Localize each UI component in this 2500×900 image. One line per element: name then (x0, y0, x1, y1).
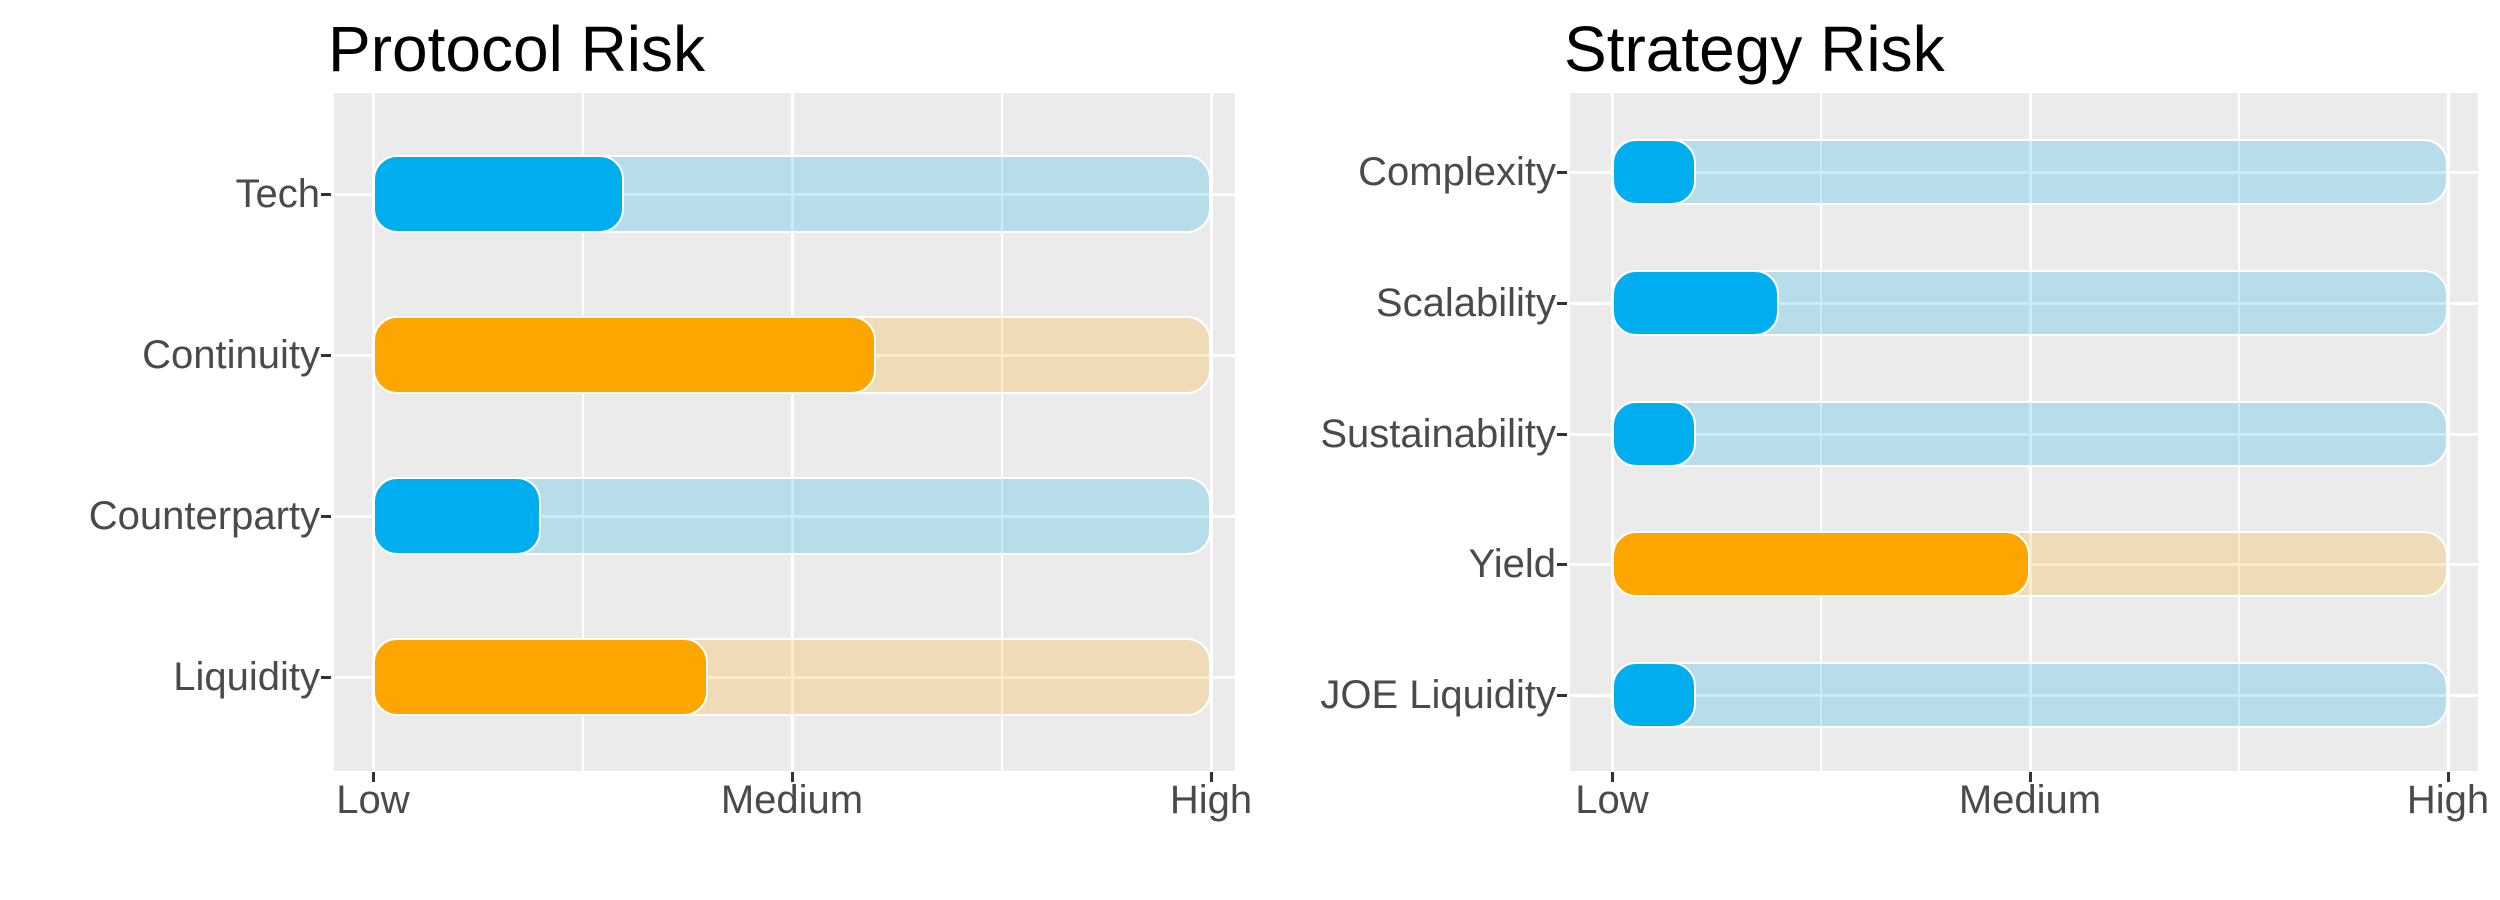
y-tick-mark (1557, 432, 1567, 436)
chart-title-protocol-risk: Protocol Risk (328, 13, 705, 85)
category-label-counterparty: Counterparty (88, 494, 320, 538)
bar-sustainability (1612, 401, 1696, 467)
y-tick-mark (1557, 693, 1567, 697)
y-tick-mark (1557, 301, 1567, 305)
gridline-vertical (371, 93, 375, 771)
gridline-vertical (790, 93, 794, 771)
x-axis-label-medium: Medium (720, 778, 864, 822)
x-axis-label-low: Low (1575, 778, 1649, 822)
gridline-vertical (1209, 93, 1213, 771)
gridline-horizontal (334, 514, 1235, 518)
category-label-continuity: Continuity (142, 333, 320, 377)
chart-title-strategy-risk: Strategy Risk (1564, 13, 1945, 85)
y-tick-mark (1557, 170, 1567, 174)
x-tick-mark (790, 772, 794, 782)
x-axis-label-high: High (1169, 778, 1253, 822)
gridline-horizontal (334, 192, 1235, 196)
category-label-scalability: Scalability (1375, 281, 1556, 325)
y-tick-mark (321, 192, 331, 196)
gridline-vertical (1000, 93, 1003, 771)
category-label-sustainability: Sustainability (1320, 412, 1556, 456)
y-tick-mark (321, 514, 331, 518)
x-tick-mark (1610, 772, 1614, 782)
gridline-horizontal (1570, 432, 2478, 436)
bar-yield (1612, 531, 2030, 597)
category-label-joe-liquidity: JOE Liquidity (1320, 673, 1556, 717)
category-label-liquidity: Liquidity (173, 655, 320, 699)
gridline-vertical (2028, 93, 2032, 771)
bar-track-complexity (1612, 139, 2448, 205)
gridline-vertical (2238, 93, 2240, 771)
category-label-tech: Tech (235, 172, 321, 216)
x-tick-mark (2028, 772, 2032, 782)
category-label-complexity: Complexity (1358, 150, 1556, 194)
plot-panel-protocol-risk (334, 93, 1235, 771)
bar-track-joe-liquidity (1612, 662, 2448, 728)
bar-counterparty (373, 477, 541, 555)
bar-track-sustainability (1612, 401, 2448, 467)
x-tick-mark (1209, 772, 1213, 782)
plot-panel-strategy-risk (1570, 93, 2478, 771)
bar-joe-liquidity (1612, 662, 1696, 728)
y-tick-mark (1557, 562, 1567, 566)
y-tick-mark (321, 353, 331, 357)
gridline-horizontal (1570, 170, 2478, 174)
gridline-horizontal (334, 675, 1235, 679)
x-axis-label-high: High (2406, 778, 2490, 822)
gridline-horizontal (1570, 301, 2478, 305)
bar-continuity (373, 316, 876, 394)
bar-scalability (1612, 270, 1780, 336)
category-label-yield: Yield (1468, 542, 1556, 586)
x-axis-label-low: Low (336, 778, 410, 822)
y-tick-mark (321, 675, 331, 679)
gridline-vertical (1820, 93, 1822, 771)
bar-complexity (1612, 139, 1696, 205)
gridline-vertical (2446, 93, 2450, 771)
gridline-horizontal (1570, 693, 2478, 697)
x-tick-mark (371, 772, 375, 782)
x-tick-mark (2446, 772, 2450, 782)
bar-tech (373, 155, 625, 233)
gridline-vertical (581, 93, 584, 771)
x-axis-label-medium: Medium (1958, 778, 2102, 822)
bar-liquidity (373, 638, 709, 716)
